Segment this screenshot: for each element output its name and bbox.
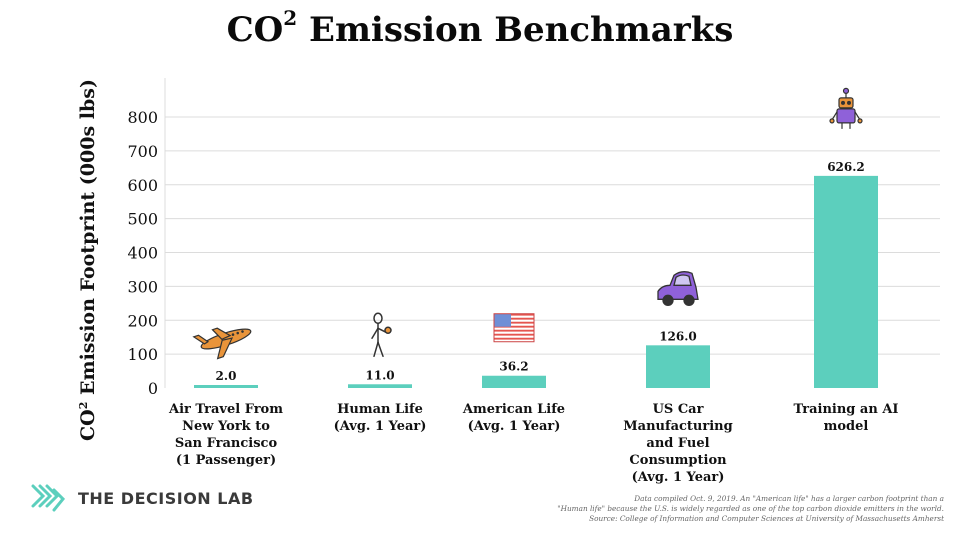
y-tick-label: 200 (127, 311, 158, 330)
bar (348, 384, 412, 388)
bar (646, 345, 710, 388)
data-label: 36.2 (499, 360, 528, 374)
x-tick-label: Air Travel From New York to San Francisc… (169, 402, 283, 468)
american-flag-icon (493, 313, 535, 343)
footnote-line: Data compiled Oct. 9, 2019. An "American… (634, 494, 944, 503)
data-label: 626.2 (827, 160, 865, 174)
brand-logo: THE DECISION LAB (30, 482, 254, 514)
y-tick-label: 600 (127, 176, 158, 195)
x-tick-label: Training an AI model (793, 402, 899, 434)
y-tick-label: 300 (127, 277, 158, 296)
car-icon (657, 271, 699, 306)
y-tick-label: 0 (148, 379, 158, 398)
footnote-line: Source: College of Information and Compu… (589, 514, 944, 523)
stick-figure-icon (371, 312, 392, 358)
decision-lab-icon (31, 484, 66, 512)
x-tick-label: US Car Manufacturing and Fuel Consumptio… (623, 402, 733, 485)
brand-name: THE DECISION LAB (78, 488, 254, 508)
y-tick-label: 700 (127, 142, 158, 161)
data-label: 2.0 (216, 369, 237, 383)
y-tick-label: 100 (127, 345, 158, 364)
source-footnote: Data compiled Oct. 9, 2019. An "American… (524, 494, 944, 524)
y-tick-label: 400 (127, 244, 158, 263)
y-tick-label: 500 (127, 210, 158, 229)
x-tick-label: American Life (Avg. 1 Year) (462, 402, 566, 434)
footnote-line: "Human life" because the U.S. is widely … (557, 504, 944, 513)
bar (814, 175, 878, 388)
data-label: 126.0 (659, 329, 697, 343)
chart-title: CO2 Emission Benchmarks (226, 6, 734, 50)
y-tick-label: 800 (127, 108, 158, 127)
robot-icon (829, 87, 863, 129)
data-label: 11.0 (365, 368, 394, 382)
bar (482, 375, 546, 388)
bar (194, 385, 258, 388)
airplane-icon (192, 327, 252, 360)
x-tick-label: Human Life (Avg. 1 Year) (333, 402, 427, 434)
